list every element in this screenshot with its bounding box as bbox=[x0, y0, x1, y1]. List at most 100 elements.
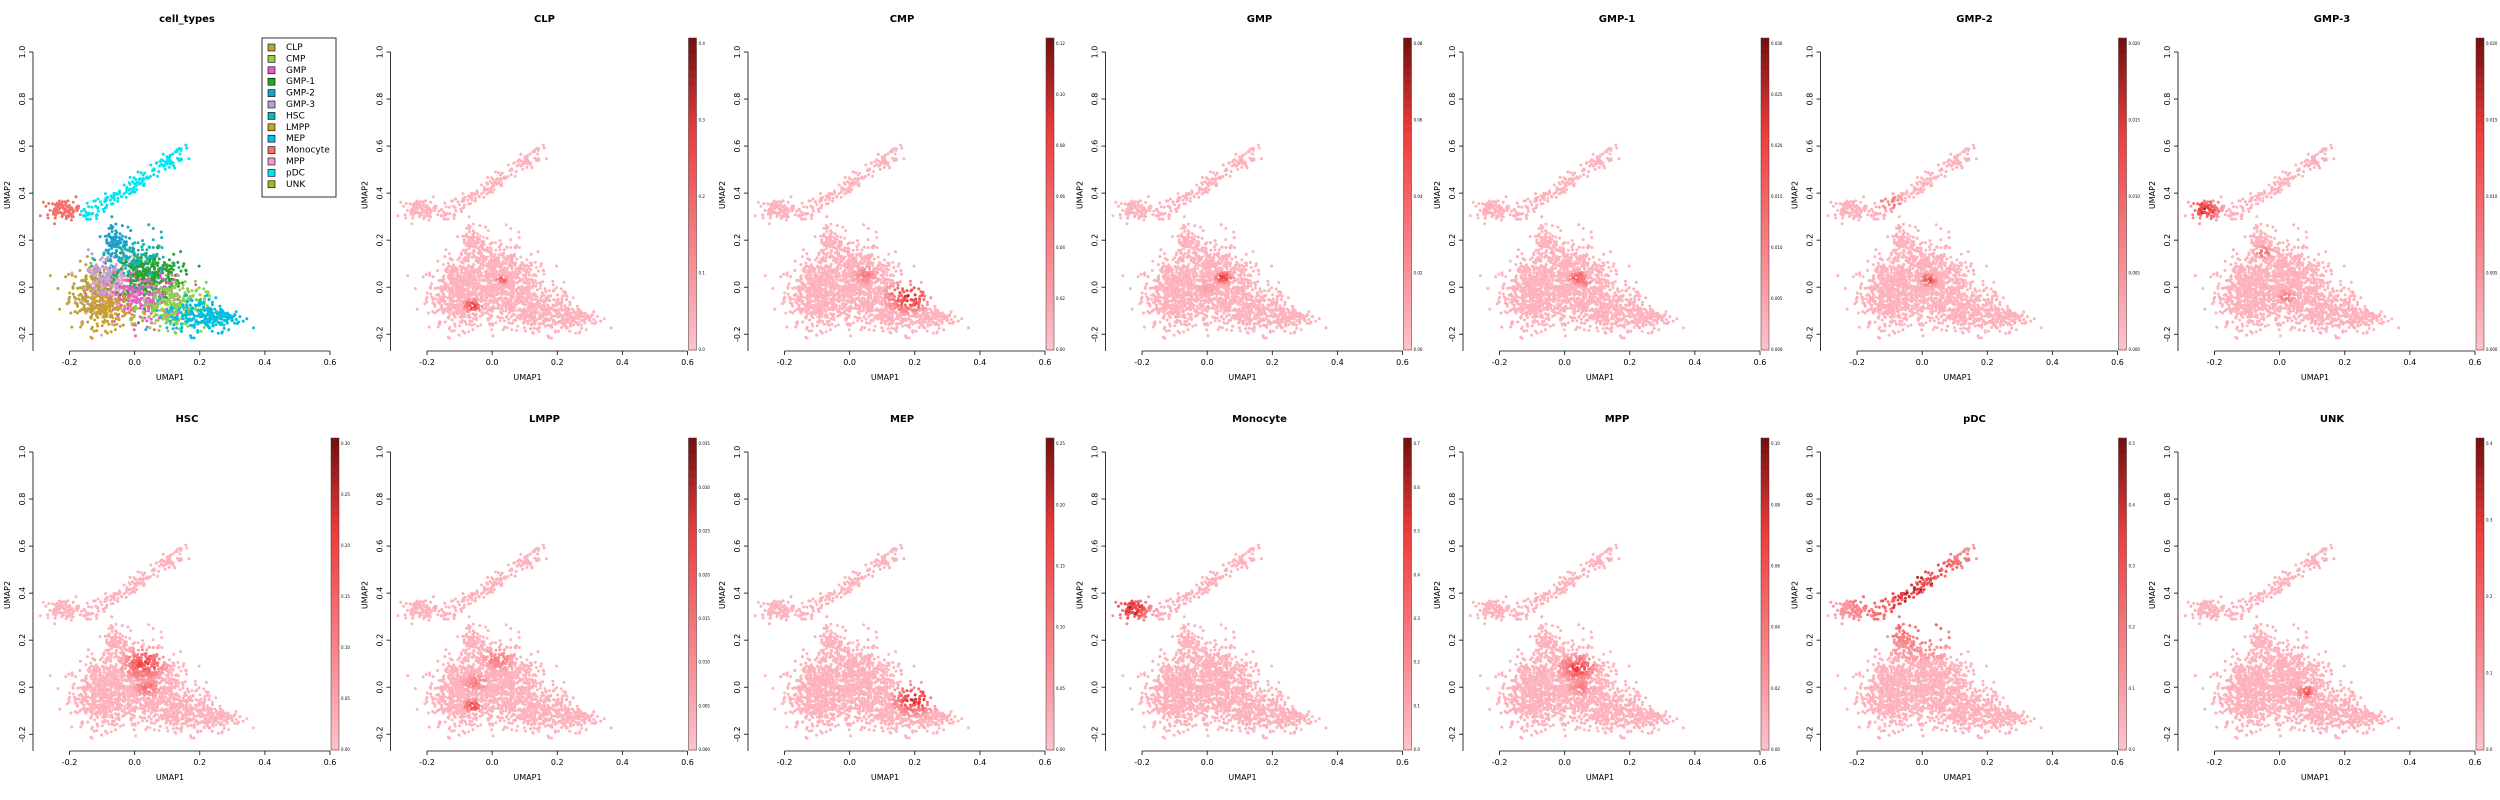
data-point bbox=[105, 238, 108, 241]
data-point bbox=[174, 284, 177, 287]
data-point bbox=[472, 263, 475, 266]
data-point bbox=[472, 274, 475, 277]
data-point bbox=[220, 321, 223, 324]
data-point bbox=[548, 324, 551, 327]
data-point bbox=[494, 249, 497, 252]
data-point bbox=[89, 290, 92, 293]
data-point bbox=[86, 310, 89, 313]
data-point bbox=[535, 266, 538, 269]
data-point bbox=[563, 307, 566, 310]
data-point bbox=[489, 299, 492, 302]
data-point bbox=[521, 295, 524, 298]
data-point bbox=[90, 206, 93, 209]
colorbar: 0.00.10.20.30.4 bbox=[689, 38, 706, 352]
scatter-points bbox=[396, 144, 612, 340]
data-point bbox=[429, 285, 432, 288]
data-point bbox=[128, 262, 131, 265]
data-point bbox=[143, 305, 146, 308]
data-point bbox=[459, 320, 462, 323]
data-point bbox=[460, 316, 463, 319]
data-point bbox=[458, 324, 461, 327]
data-point bbox=[105, 249, 108, 252]
data-point bbox=[508, 322, 511, 325]
data-point bbox=[89, 218, 92, 221]
y-tick-label: 1.0 bbox=[733, 46, 742, 59]
data-point bbox=[205, 294, 208, 297]
data-point bbox=[121, 315, 124, 318]
data-point bbox=[71, 271, 74, 274]
data-point bbox=[116, 200, 119, 203]
data-point bbox=[159, 160, 162, 163]
data-point bbox=[128, 311, 131, 314]
data-point bbox=[104, 192, 107, 195]
data-point bbox=[527, 296, 530, 299]
y-tick-label: 1.0 bbox=[376, 46, 385, 59]
data-point bbox=[85, 274, 88, 277]
legend-label: HSC bbox=[286, 111, 305, 121]
data-point bbox=[184, 300, 187, 303]
data-point bbox=[186, 325, 189, 328]
y-tick-label: -0.2 bbox=[733, 326, 742, 342]
data-point bbox=[444, 321, 447, 324]
data-point bbox=[516, 160, 519, 163]
x-tick-label: 0.4 bbox=[616, 358, 629, 367]
data-point bbox=[102, 208, 105, 211]
data-point bbox=[520, 314, 523, 317]
data-point bbox=[498, 245, 501, 248]
data-point bbox=[545, 157, 548, 160]
data-point bbox=[166, 309, 169, 312]
data-point bbox=[437, 308, 440, 311]
data-point bbox=[133, 286, 136, 289]
data-point bbox=[128, 297, 131, 300]
data-point bbox=[119, 232, 122, 235]
data-point bbox=[152, 296, 155, 299]
data-point bbox=[415, 200, 418, 203]
data-point bbox=[58, 202, 61, 205]
data-point bbox=[132, 279, 135, 282]
data-point bbox=[553, 299, 556, 302]
data-point bbox=[99, 258, 102, 261]
data-point bbox=[539, 317, 542, 320]
data-point bbox=[168, 320, 171, 323]
data-point bbox=[143, 182, 146, 185]
data-point bbox=[170, 308, 173, 311]
data-point bbox=[517, 231, 520, 234]
colorbar-segment bbox=[689, 225, 697, 233]
data-point bbox=[68, 296, 71, 299]
data-point bbox=[783, 301, 786, 304]
data-point bbox=[440, 208, 443, 211]
data-point bbox=[44, 205, 47, 208]
data-point bbox=[448, 315, 451, 318]
data-point bbox=[155, 319, 158, 322]
data-point bbox=[156, 299, 159, 302]
data-point bbox=[484, 279, 487, 282]
data-point bbox=[508, 281, 511, 284]
data-point bbox=[185, 310, 188, 313]
data-point bbox=[187, 291, 190, 294]
data-point bbox=[87, 248, 90, 251]
data-point bbox=[466, 269, 469, 272]
data-point bbox=[518, 266, 521, 269]
data-point bbox=[172, 317, 175, 320]
data-point bbox=[501, 252, 504, 255]
data-point bbox=[446, 218, 449, 221]
data-point bbox=[463, 238, 466, 241]
data-point bbox=[480, 296, 483, 299]
data-point bbox=[123, 192, 126, 195]
data-point bbox=[508, 299, 511, 302]
data-point bbox=[83, 287, 86, 290]
data-point bbox=[406, 209, 409, 212]
legend-swatch bbox=[268, 67, 275, 74]
data-point bbox=[142, 311, 145, 314]
data-point bbox=[475, 318, 478, 321]
data-point bbox=[159, 309, 162, 312]
data-point bbox=[445, 205, 448, 208]
data-point bbox=[499, 266, 502, 269]
data-point bbox=[95, 263, 98, 266]
data-point bbox=[189, 313, 192, 316]
data-point bbox=[123, 305, 126, 308]
data-point bbox=[453, 314, 456, 317]
data-point bbox=[451, 306, 454, 309]
data-point bbox=[432, 195, 435, 198]
data-point bbox=[83, 304, 86, 307]
